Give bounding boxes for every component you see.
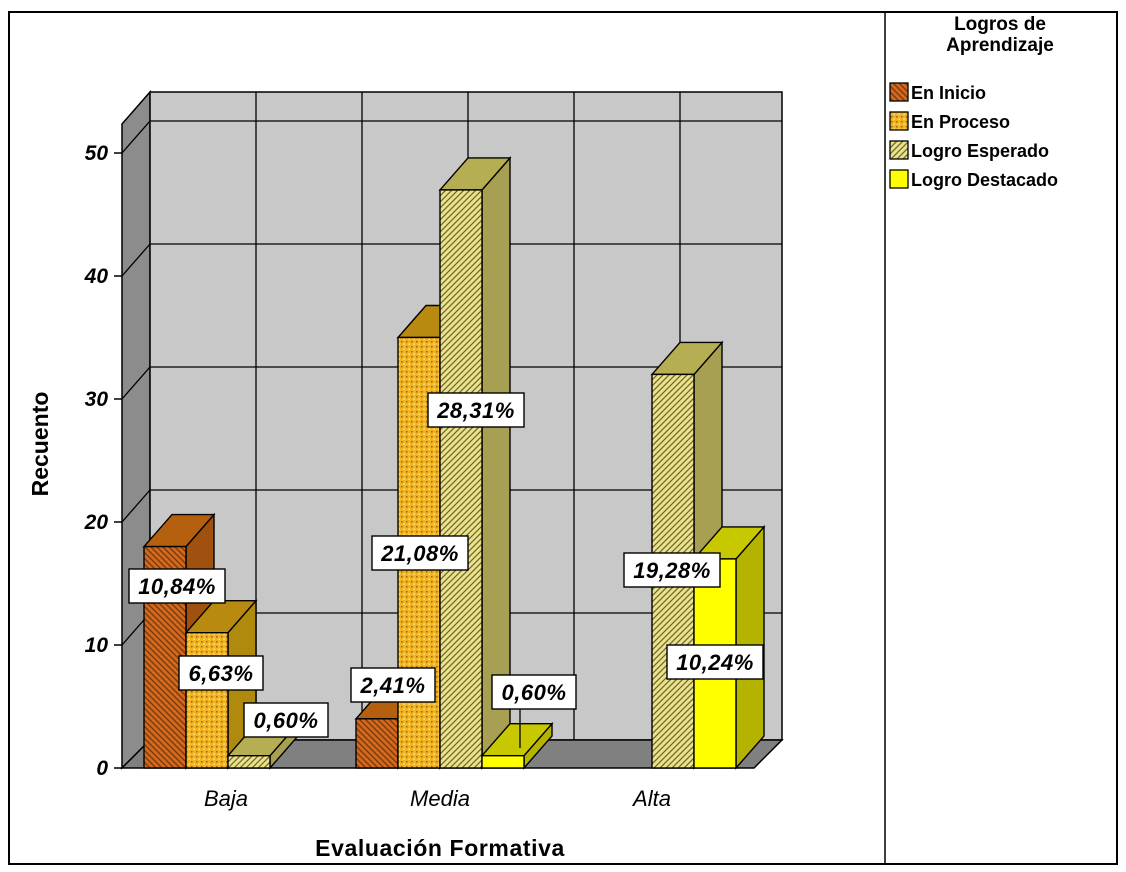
bar-media-logro-esperado (438, 156, 512, 770)
legend-label: Logro Esperado (911, 141, 1049, 161)
y-axis-title: Recuento (27, 392, 53, 497)
gridline-side-40 (121, 243, 151, 277)
legend-item-en-proceso: En Proceso (889, 111, 1010, 132)
legend-swatch (889, 82, 909, 102)
y-tick-label-10: 10 (85, 634, 109, 657)
data-label-baja-logro-esperado: 0,60% (243, 702, 329, 738)
data-label-alta-logro-destacado: 10,24% (666, 644, 764, 680)
y-axis: 0 10 20 30 40 50 (84, 142, 122, 780)
svg-text:0,60%: 0,60% (254, 708, 319, 733)
y-tick-label-20: 20 (84, 511, 109, 534)
legend-item-logro-esperado: Logro Esperado (889, 140, 1049, 161)
category-label-baja: Baja (204, 786, 248, 811)
svg-text:2,41%: 2,41% (360, 673, 426, 698)
data-label-baja-en-inicio: 10,84% (128, 568, 226, 604)
legend: Logros de Aprendizaje En Inicio En Proces… (889, 14, 1058, 190)
chart-frame (8, 11, 1118, 865)
category-label-media: Media (410, 786, 470, 811)
x-axis-title: Evaluación Formativa (315, 835, 565, 861)
data-label-media-logro-destacado: 0,60% (491, 674, 577, 748)
legend-label: En Inicio (911, 83, 986, 103)
legend-item-logro-destacado: Logro Destacado (889, 169, 1058, 190)
data-label-baja-en-proceso: 6,63% (178, 655, 264, 691)
gridline-side-30 (121, 366, 151, 400)
svg-text:21,08%: 21,08% (380, 541, 459, 566)
legend-label: En Proceso (911, 112, 1010, 132)
legend-swatch (889, 169, 909, 189)
gridline-side-50 (121, 120, 151, 154)
legend-label: Logro Destacado (911, 170, 1058, 190)
bar-media-logro-destacado (480, 721, 554, 770)
x-axis: Baja Media Alta (204, 786, 671, 811)
svg-text:10,84%: 10,84% (138, 574, 216, 599)
data-label-media-en-inicio: 2,41% (350, 667, 436, 703)
legend-swatch (889, 111, 909, 131)
svg-text:10,24%: 10,24% (676, 650, 754, 675)
data-label-media-logro-esperado: 28,31% (427, 392, 525, 428)
svg-text:28,31%: 28,31% (436, 398, 515, 423)
legend-swatch (889, 140, 909, 160)
legend-item-en-inicio: En Inicio (889, 82, 986, 103)
y-tick-label-0: 0 (96, 757, 108, 780)
y-tick-label-40: 40 (84, 265, 109, 288)
gridline-side-20 (121, 489, 151, 523)
legend-title-line1: Logros de (954, 14, 1046, 35)
svg-text:19,28%: 19,28% (633, 558, 711, 583)
svg-text:6,63%: 6,63% (189, 661, 254, 686)
legend-title-line2: Aprendizaje (946, 35, 1054, 56)
data-label-alta-logro-esperado: 19,28% (623, 552, 721, 588)
y-tick-label-30: 30 (85, 388, 109, 411)
y-tick-label-50: 50 (85, 142, 109, 165)
data-label-media-en-proceso: 21,08% (371, 535, 469, 571)
data-labels: 10,84% 2,41% 6,63% 21,08% 0,60% 28,31% 19,28% 0… (128, 392, 764, 748)
category-label-alta: Alta (631, 786, 671, 811)
svg-text:0,60%: 0,60% (502, 680, 567, 705)
